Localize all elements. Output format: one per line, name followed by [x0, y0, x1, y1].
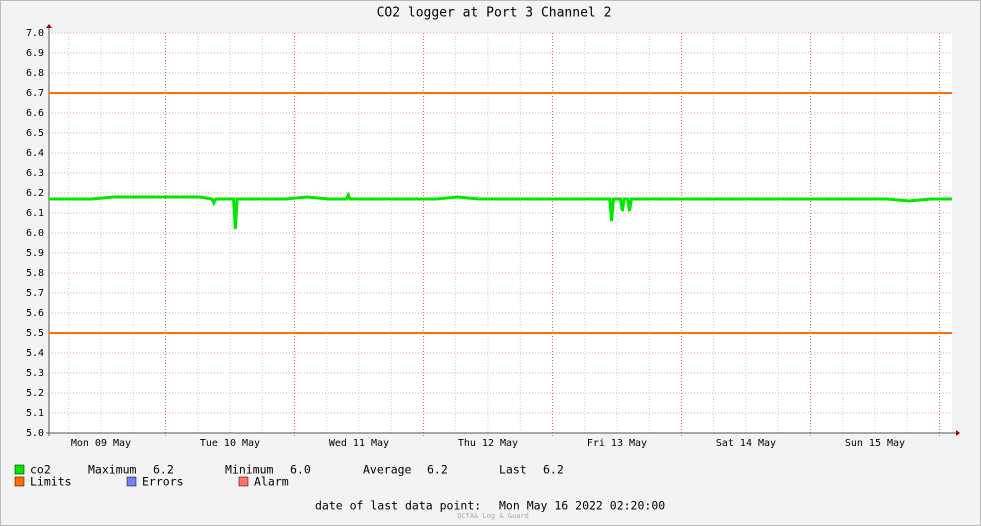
legend-label: co2 [30, 463, 51, 477]
y-tick-label: 6.0 [26, 228, 44, 239]
chart-title: CO2 logger at Port 3 Channel 2 [377, 6, 612, 21]
y-tick-label: 6.4 [26, 148, 44, 159]
legend-swatch [238, 476, 249, 487]
x-tick-label: Sat 14 May [716, 438, 776, 449]
legend-label: Alarm [254, 475, 289, 489]
stat-label: Maximum [88, 463, 137, 477]
legend-swatch [14, 464, 25, 475]
stat-label: Average [363, 463, 412, 477]
stat-value: 6.2 [153, 463, 174, 477]
stat-label: Last [499, 463, 527, 477]
y-tick-label: 5.2 [26, 388, 44, 399]
x-tick-label: Thu 12 May [458, 438, 518, 449]
x-tick-label: Mon 09 May [71, 438, 131, 449]
y-tick-label: 5.4 [26, 348, 44, 359]
y-tick-label: 6.1 [26, 208, 44, 219]
stat-label: Minimum [225, 463, 274, 477]
x-tick-label: Fri 13 May [587, 438, 647, 449]
y-tick-label: 6.5 [26, 128, 44, 139]
y-tick-label: 6.8 [26, 68, 44, 79]
x-axis-arrow [956, 430, 960, 436]
footer-label: date of last data point: [315, 499, 481, 513]
stat-value: 6.2 [427, 463, 448, 477]
y-tick-label: 5.1 [26, 408, 44, 419]
y-tick-label: 6.9 [26, 48, 44, 59]
footer-value: Mon May 16 2022 02:20:00 [499, 499, 665, 513]
x-tick-label: Wed 11 May [329, 438, 389, 449]
y-tick-label: 6.3 [26, 168, 44, 179]
y-tick-label: 5.9 [26, 248, 44, 259]
y-tick-label: 5.3 [26, 368, 44, 379]
y-tick-label: 6.2 [26, 188, 44, 199]
y-tick-label: 5.7 [26, 288, 44, 299]
stat-value: 6.0 [290, 463, 311, 477]
y-tick-label: 5.5 [26, 328, 44, 339]
y-tick-label: 6.7 [26, 88, 44, 99]
legend-label: Errors [142, 475, 184, 489]
y-tick-label: 5.6 [26, 308, 44, 319]
y-tick-label: 7.0 [26, 28, 44, 39]
legend-label: Limits [30, 475, 72, 489]
y-tick-label: 5.8 [26, 268, 44, 279]
y-tick-label: 6.6 [26, 108, 44, 119]
watermark: OCTA& Log & Guard [457, 512, 529, 520]
legend-swatch [126, 476, 137, 487]
y-axis-arrow [46, 24, 52, 28]
y-tick-label: 5.0 [26, 428, 44, 439]
x-tick-label: Sun 15 May [845, 438, 905, 449]
legend-swatch [14, 476, 25, 487]
data-line [49, 191, 952, 230]
stat-value: 6.2 [543, 463, 564, 477]
x-tick-label: Tue 10 May [200, 438, 260, 449]
